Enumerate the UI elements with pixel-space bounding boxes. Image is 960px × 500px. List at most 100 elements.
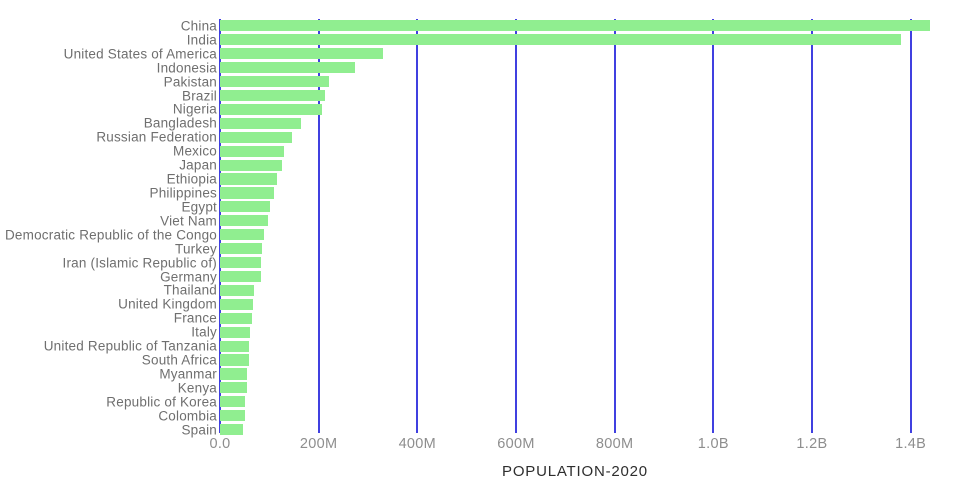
bar: [220, 89, 325, 102]
bar-track: [220, 89, 960, 103]
bar-track: [220, 256, 960, 270]
category-label: India: [186, 32, 217, 48]
chart-row: Bangladesh: [0, 116, 960, 131]
x-tick-label: 1.0B: [697, 436, 729, 452]
chart-row: Turkey: [0, 241, 960, 256]
category-label-cell: Italy: [0, 325, 220, 340]
category-label-cell: United Kingdom: [0, 297, 220, 312]
bar: [220, 382, 247, 394]
bar-track: [220, 200, 960, 214]
category-label-cell: Spain: [0, 422, 220, 438]
bar: [220, 187, 275, 199]
bar-track: [220, 270, 960, 284]
chart-row: Kenya: [0, 380, 960, 395]
category-label-cell: United States of America: [0, 46, 220, 61]
category-label-cell: India: [0, 32, 220, 48]
bar: [220, 298, 254, 310]
bar-track: [220, 325, 960, 339]
category-label: Thailand: [163, 282, 217, 298]
bar-track: [220, 409, 960, 423]
category-label: Pakistan: [163, 74, 217, 90]
category-label-cell: Germany: [0, 269, 220, 285]
category-label-cell: Colombia: [0, 408, 220, 423]
chart-row: Italy: [0, 325, 960, 340]
category-label-cell: South Africa: [0, 353, 220, 368]
x-tick-label: 800M: [595, 436, 634, 452]
chart-row: Democratic Republic of the Congo: [0, 227, 960, 242]
category-label-cell: Bangladesh: [0, 116, 220, 131]
bar: [220, 229, 265, 241]
category-label-cell: Russian Federation: [0, 130, 220, 145]
category-label-cell: France: [0, 311, 220, 326]
bar: [220, 354, 250, 366]
bar-track: [220, 353, 960, 367]
category-label-cell: United Republic of Tanzania: [0, 339, 220, 354]
x-axis-title: POPULATION-2020: [502, 463, 648, 480]
category-label-cell: Pakistan: [0, 74, 220, 90]
chart-row: Indonesia: [0, 60, 960, 76]
chart-row: Republic of Korea: [0, 394, 960, 409]
bar: [220, 340, 250, 352]
category-label-cell: Republic of Korea: [0, 394, 220, 409]
category-label-cell: Ethiopia: [0, 171, 220, 187]
category-label-cell: China: [0, 18, 220, 33]
category-label: Germany: [160, 269, 217, 285]
bar: [220, 145, 284, 157]
bar: [220, 48, 384, 60]
bar-track: [220, 311, 960, 325]
bar: [220, 117, 302, 129]
bar-track: [220, 61, 960, 75]
bar-track: [220, 214, 960, 228]
chart-row: Philippines: [0, 186, 960, 201]
chart-row: Japan: [0, 158, 960, 173]
bar: [220, 270, 262, 283]
category-label: Iran (Islamic Republic of): [62, 255, 217, 271]
bar: [220, 326, 250, 338]
category-label-cell: Viet Nam: [0, 213, 220, 229]
category-label: Spain: [181, 422, 217, 438]
bar-track: [220, 33, 960, 47]
chart-row: Egypt: [0, 199, 960, 214]
bar-track: [220, 395, 960, 409]
category-label-cell: Democratic Republic of the Congo: [0, 227, 220, 242]
chart-row: India: [0, 32, 960, 48]
category-label-cell: Kenya: [0, 380, 220, 395]
gridline: [613, 19, 616, 433]
bar: [220, 62, 355, 74]
category-label-cell: Thailand: [0, 282, 220, 298]
category-label: Indonesia: [156, 60, 217, 76]
bar-track: [220, 19, 960, 33]
bar-track: [220, 228, 960, 242]
bar-track: [220, 158, 960, 172]
chart-row: United Republic of Tanzania: [0, 339, 960, 354]
chart-row: Russian Federation: [0, 130, 960, 145]
bar-rows: China India United States of America Indone…: [0, 18, 960, 438]
bar-track: [220, 75, 960, 89]
category-label-cell: Myanmar: [0, 366, 220, 382]
bar-track: [220, 186, 960, 200]
category-label: Nigeria: [172, 101, 217, 117]
category-label-cell: Turkey: [0, 241, 220, 256]
category-label: Ethiopia: [166, 171, 217, 187]
x-tick-label: 1.2B: [796, 436, 828, 452]
chart-row: Mexico: [0, 143, 960, 159]
chart-row: United Kingdom: [0, 297, 960, 312]
bar-track: [220, 339, 960, 353]
gridline: [514, 19, 517, 433]
category-label: Mexico: [173, 143, 217, 159]
x-tick-label: 0.0: [209, 436, 231, 452]
bar: [220, 256, 262, 269]
bar: [220, 410, 246, 422]
bar: [220, 424, 244, 436]
bar-track: [220, 172, 960, 186]
category-label: Viet Nam: [160, 213, 217, 229]
chart-row: South Africa: [0, 353, 960, 368]
category-label: Myanmar: [159, 366, 217, 382]
bar: [220, 75, 329, 88]
chart-row: Spain: [0, 422, 960, 438]
bar: [220, 20, 930, 32]
chart-row: Brazil: [0, 88, 960, 103]
category-label-cell: Indonesia: [0, 60, 220, 76]
x-tick-label: 600M: [497, 436, 535, 452]
